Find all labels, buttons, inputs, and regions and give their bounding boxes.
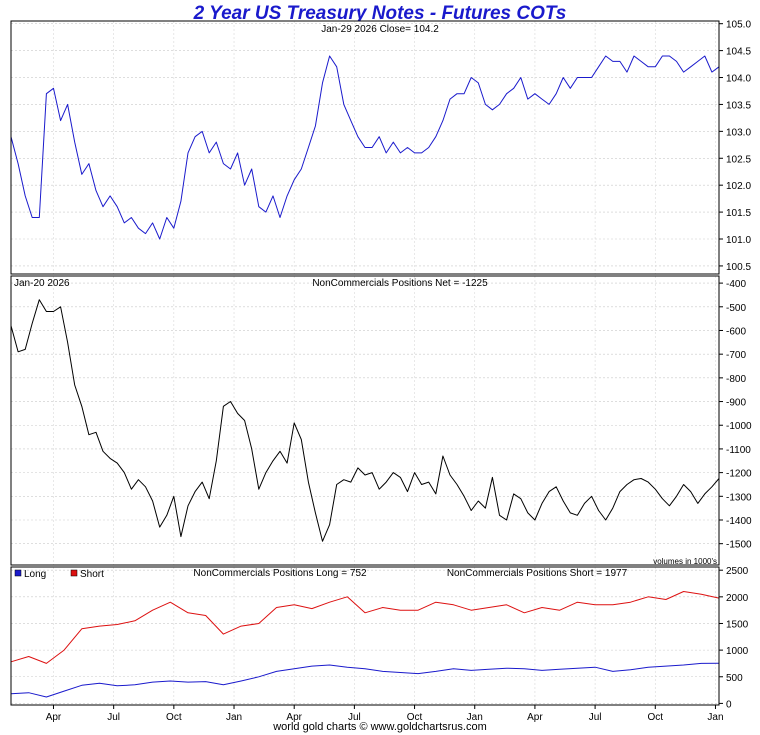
y-tick-label: 101.5	[726, 208, 751, 219]
y-tick-label: -900	[726, 398, 746, 409]
y-tick-label: 100.5	[726, 262, 751, 273]
net-positions-line	[10, 299, 720, 542]
y-tick-label: 0	[726, 699, 732, 710]
y-tick-label: 101.0	[726, 235, 751, 246]
legend-label-short: Short	[80, 569, 104, 580]
y-tick-label: 500	[726, 673, 743, 684]
panel-border	[10, 566, 720, 706]
y-tick-label: -1500	[726, 540, 752, 551]
price-line	[10, 55, 720, 240]
report-date: Jan-20 2026	[14, 278, 70, 289]
y-tick-label: 1000	[726, 646, 749, 657]
y-tick-label: 102.0	[726, 181, 751, 192]
y-tick-label: 104.5	[726, 47, 751, 58]
y-tick-label: -1000	[726, 421, 752, 432]
y-tick-label: 103.5	[726, 100, 751, 111]
y-tick-label: -1200	[726, 469, 752, 480]
legend-swatch-short	[70, 569, 78, 577]
x-tick-label: Oct	[647, 712, 663, 723]
y-tick-label: 105.0	[726, 20, 751, 31]
x-tick-label: Oct	[407, 712, 423, 723]
y-tick-label: 102.5	[726, 154, 751, 165]
x-tick-label: Apr	[527, 712, 543, 723]
volume-note: volumes in 1000's	[653, 557, 717, 566]
panel-border	[10, 275, 720, 566]
legend-label-long: Long	[24, 569, 46, 580]
x-tick-label: Jan	[707, 712, 723, 723]
x-tick-label: Jul	[107, 712, 120, 723]
x-tick-label: Jul	[589, 712, 602, 723]
y-tick-label: 104.0	[726, 74, 751, 85]
price-header: Jan-29 2026 Close= 104.2	[321, 24, 439, 35]
y-tick-label: -1100	[726, 445, 751, 456]
series-line-short	[10, 591, 720, 664]
panel-background	[11, 567, 719, 705]
y-tick-label: -600	[726, 326, 746, 337]
y-tick-label: -500	[726, 303, 746, 314]
y-tick-label: -1400	[726, 516, 752, 527]
x-tick-label: Apr	[46, 712, 62, 723]
y-tick-label: -1300	[726, 492, 752, 503]
panel-border	[10, 20, 720, 275]
short-header: NonCommercials Positions Short = 1977	[447, 568, 628, 579]
x-tick-label: Jan	[467, 712, 483, 723]
y-tick-label: 1500	[726, 619, 749, 630]
x-tick-label: Jul	[348, 712, 361, 723]
y-tick-label: 2000	[726, 593, 749, 604]
legend-swatch-long	[14, 569, 22, 577]
y-tick-label: -400	[726, 279, 746, 290]
panel-background	[11, 276, 719, 565]
x-tick-label: Jan	[226, 712, 242, 723]
net-header: NonCommercials Positions Net = -1225	[312, 278, 488, 289]
long-header: NonCommercials Positions Long = 752	[193, 568, 367, 579]
chart-title: 2 Year US Treasury Notes - Futures COTs	[193, 3, 567, 24]
source-credit: world gold charts © www.goldchartsrus.co…	[273, 721, 487, 733]
series-line-long	[10, 662, 720, 698]
x-tick-label: Oct	[166, 712, 182, 723]
y-tick-label: 103.0	[726, 127, 751, 138]
y-tick-label: 2500	[726, 566, 749, 577]
x-tick-label: Apr	[286, 712, 302, 723]
y-tick-label: -800	[726, 374, 746, 385]
y-tick-label: -700	[726, 350, 746, 361]
